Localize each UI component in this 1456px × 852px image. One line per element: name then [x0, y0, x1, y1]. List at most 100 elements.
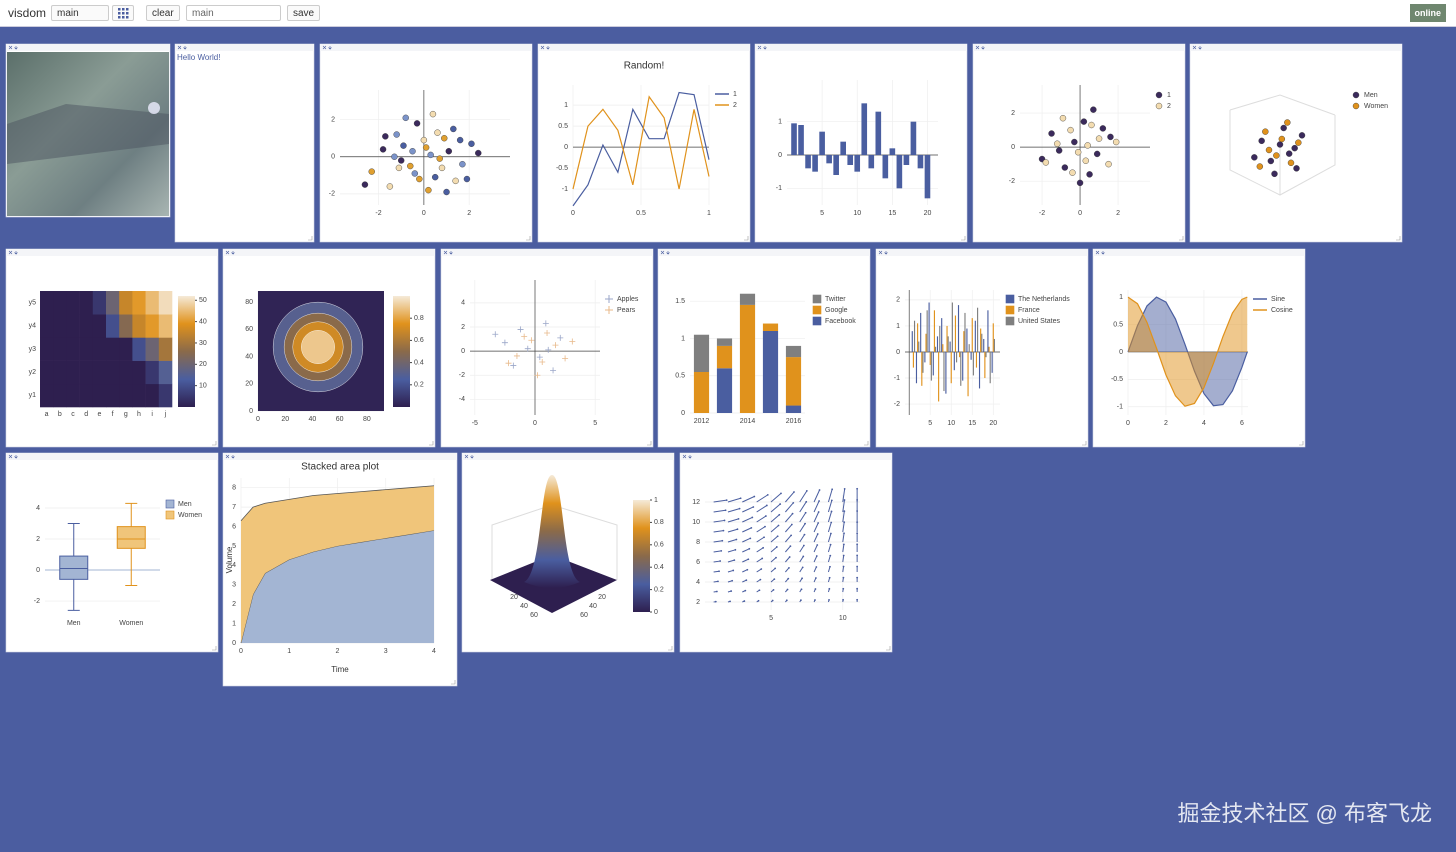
- point: [395, 164, 403, 172]
- arrow-head: [787, 577, 790, 580]
- arrow-head: [788, 566, 790, 569]
- legend-label: Twitter: [825, 296, 846, 303]
- point: [427, 151, 434, 159]
- arrow-head: [771, 599, 774, 602]
- env-select[interactable]: main: [51, 5, 109, 21]
- point: [1287, 159, 1295, 167]
- bar: [930, 351, 932, 381]
- heat-cell: [53, 291, 67, 315]
- x-tick-label: 20: [989, 420, 997, 427]
- y-tick-label: -1: [894, 375, 900, 382]
- pane-header: [6, 249, 218, 256]
- image-detail: [148, 102, 160, 114]
- bar: [945, 351, 947, 394]
- arrow: [770, 568, 776, 573]
- point: [1088, 121, 1095, 129]
- y-tick-label: 6: [696, 559, 700, 566]
- pane-header: [175, 44, 314, 51]
- arrow: [713, 509, 726, 513]
- arrow-head: [801, 577, 804, 580]
- arrow-head: [714, 600, 717, 603]
- y-tick-label: 0: [564, 144, 568, 151]
- x-tick-label: 2: [336, 648, 340, 655]
- arrow-head: [717, 580, 719, 583]
- arrow-head: [843, 488, 846, 490]
- arrow: [713, 540, 723, 543]
- point: [528, 337, 535, 344]
- arrow-head: [730, 590, 733, 592]
- point: [393, 131, 400, 138]
- point: [407, 162, 414, 170]
- y-tick-label: 0: [896, 349, 900, 356]
- bar: [964, 312, 966, 352]
- point: [534, 372, 541, 379]
- y-tick-label: -0.5: [556, 165, 568, 172]
- arrow-head: [775, 546, 778, 548]
- bar: [989, 351, 991, 384]
- bar: [971, 318, 973, 352]
- clear-button[interactable]: clear: [146, 5, 180, 21]
- bar: [987, 310, 989, 352]
- x-tick-label: 4: [432, 648, 436, 655]
- bar: [957, 305, 960, 352]
- pane: [679, 452, 893, 653]
- y-tick-label: 60: [580, 612, 588, 619]
- bar: [882, 155, 889, 179]
- arrow-head: [830, 521, 833, 524]
- x-tick-label: 5: [820, 210, 824, 217]
- grid-button[interactable]: [112, 5, 134, 21]
- bar: [896, 155, 903, 189]
- heat-cell: [79, 360, 94, 385]
- bar: [833, 155, 839, 175]
- y-tick-label: 7: [232, 504, 236, 511]
- arrow-head: [762, 546, 765, 549]
- heat-cell: [92, 314, 107, 338]
- heat-cell: [132, 360, 146, 385]
- arrow: [813, 500, 820, 513]
- resize-handle: [961, 236, 966, 241]
- y-tick-label: 20: [598, 594, 606, 601]
- heat-cell: [66, 360, 80, 385]
- x-tick-label: Women: [119, 620, 143, 627]
- pane-icons: [8, 454, 18, 459]
- x-tick-label: -2: [375, 210, 381, 217]
- save-button[interactable]: save: [287, 5, 321, 21]
- y-tick-label: 8: [232, 485, 236, 492]
- y-tick-label: 4: [36, 505, 40, 512]
- bar: [826, 155, 832, 164]
- point: [539, 358, 546, 365]
- resize-handle: [647, 441, 652, 446]
- arrow-head: [856, 543, 859, 546]
- heat-cell: [158, 291, 173, 315]
- x-tick-label: 0: [239, 648, 243, 655]
- bar-segment: [739, 293, 756, 305]
- point: [1067, 126, 1074, 134]
- y-tick-label: -0.5: [1111, 376, 1123, 383]
- y-tick-label: y4: [29, 323, 37, 330]
- point: [1276, 141, 1284, 148]
- series-line: [240, 485, 435, 521]
- filter-input[interactable]: main: [186, 5, 281, 21]
- arrow: [727, 508, 740, 513]
- x-tick-label: c: [71, 411, 75, 418]
- bar: [805, 155, 811, 169]
- bar: [819, 131, 825, 155]
- heat-cell: [66, 291, 80, 315]
- point: [1055, 147, 1063, 154]
- x-tick-label: 3: [384, 648, 388, 655]
- y-tick-label: 0: [1119, 349, 1123, 356]
- point: [505, 360, 512, 367]
- point: [562, 355, 569, 362]
- legend-label: Facebook: [825, 318, 856, 325]
- arrow-head: [733, 559, 736, 562]
- point: [1071, 138, 1078, 146]
- arrow: [842, 488, 846, 503]
- legend-label: 1: [1167, 92, 1171, 99]
- heat-cell: [53, 337, 67, 361]
- y-tick-label: 0: [331, 154, 335, 161]
- arrow-head: [765, 515, 767, 517]
- point: [1251, 154, 1258, 161]
- heat-cell: [119, 314, 133, 338]
- bar: [993, 338, 995, 352]
